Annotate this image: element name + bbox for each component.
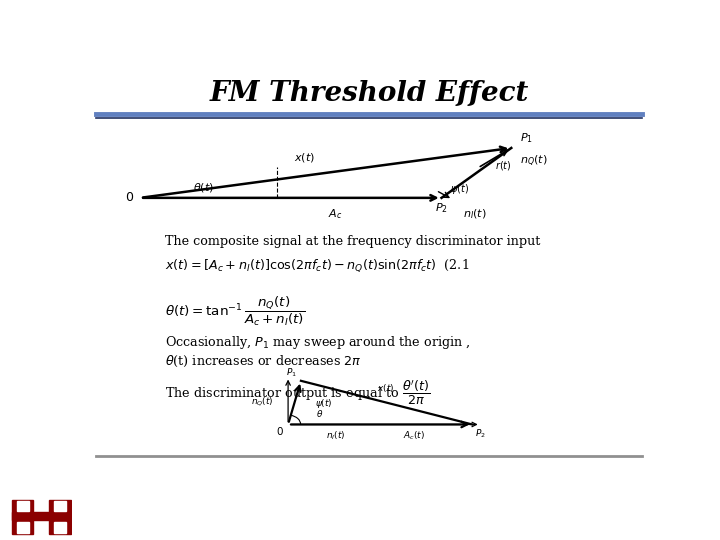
Bar bbox=[12, 500, 33, 534]
Text: The composite signal at the frequency discriminator input: The composite signal at the frequency di… bbox=[166, 235, 541, 248]
Text: $\psi(t)$: $\psi(t)$ bbox=[315, 397, 333, 410]
Text: $P_1$: $P_1$ bbox=[520, 131, 533, 145]
Text: $\theta$(t) increases or decreases $2\pi$: $\theta$(t) increases or decreases $2\pi… bbox=[166, 354, 362, 369]
Text: The discriminator output is equal to $\dfrac{\theta^{\prime}(t)}{2\pi}$: The discriminator output is equal to $\d… bbox=[166, 379, 431, 407]
Text: Occasionally, $P_1$ may sweep around the origin ,: Occasionally, $P_1$ may sweep around the… bbox=[166, 334, 471, 351]
Text: $n_Q(t)$: $n_Q(t)$ bbox=[520, 154, 547, 169]
Text: $r(t)$: $r(t)$ bbox=[495, 159, 511, 172]
Text: 0: 0 bbox=[125, 191, 133, 204]
Text: $\psi(t)$: $\psi(t)$ bbox=[450, 182, 469, 196]
Bar bbox=[17, 501, 29, 511]
Text: $A_c$: $A_c$ bbox=[328, 207, 343, 221]
Text: $x(t)$: $x(t)$ bbox=[294, 151, 315, 164]
Text: $\theta(t)$: $\theta(t)$ bbox=[193, 181, 214, 194]
Bar bbox=[50, 500, 71, 534]
Text: 0: 0 bbox=[276, 427, 282, 437]
Text: $A_c(t)$: $A_c(t)$ bbox=[402, 429, 425, 442]
Text: $P_2$: $P_2$ bbox=[435, 201, 448, 215]
Text: $\theta$: $\theta$ bbox=[316, 408, 323, 419]
Text: $P_2$: $P_2$ bbox=[475, 427, 486, 440]
Text: $x(t)$: $x(t)$ bbox=[377, 382, 395, 394]
Text: $P_1$: $P_1$ bbox=[286, 366, 297, 379]
Bar bbox=[17, 522, 29, 533]
Text: $n_Q(t)$: $n_Q(t)$ bbox=[251, 395, 274, 408]
Text: $n_I(t)$: $n_I(t)$ bbox=[325, 429, 346, 442]
Bar bbox=[12, 512, 71, 521]
Bar bbox=[54, 522, 66, 533]
Text: $n_I(t)$: $n_I(t)$ bbox=[463, 207, 487, 221]
Text: $\theta(t) = \tan^{-1} \dfrac{n_Q(t)}{A_c + n_I(t)}$: $\theta(t) = \tan^{-1} \dfrac{n_Q(t)}{A_… bbox=[166, 294, 305, 328]
Bar bbox=[54, 501, 66, 511]
Text: $x(t) = [A_c + n_I(t)]\cos(2\pi f_c t) - n_Q(t)\sin(2\pi f_c t)$  (2.1: $x(t) = [A_c + n_I(t)]\cos(2\pi f_c t) -… bbox=[166, 257, 469, 274]
Text: FM Threshold Effect: FM Threshold Effect bbox=[210, 80, 528, 107]
